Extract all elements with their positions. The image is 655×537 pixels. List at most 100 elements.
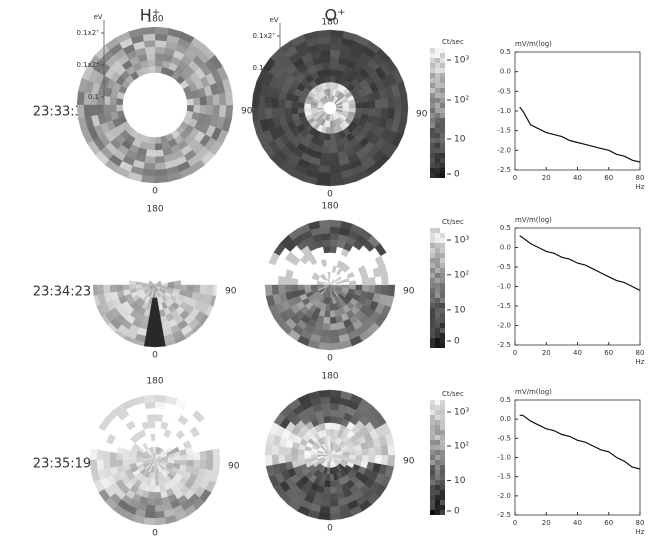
colorbar-cell	[430, 425, 435, 430]
pixel-cell	[144, 155, 156, 164]
colorbar-cell	[430, 338, 435, 343]
pixel-cell	[154, 335, 166, 344]
pixel-cell	[154, 59, 164, 67]
colorbar-unit: Ct/sec	[442, 390, 464, 398]
pixel-cell	[98, 417, 111, 431]
pixel-cell	[320, 499, 331, 508]
colorbar-cell	[435, 153, 440, 158]
colorbar-cell	[430, 148, 435, 153]
polar-label: 0	[327, 354, 333, 364]
y-tick-label: -0.5	[497, 434, 511, 442]
pixel-cell	[264, 107, 273, 120]
pixel-cell	[329, 323, 339, 331]
colorbar-cell	[430, 278, 435, 283]
x-tick-label: 40	[573, 519, 582, 527]
colorbar-label: 10³	[454, 236, 469, 246]
colorbar-cell	[440, 268, 445, 273]
spectrum-line	[519, 235, 641, 291]
pixel-cell	[141, 282, 149, 286]
pixel-cell	[175, 429, 186, 440]
colorbar-cell	[435, 328, 440, 333]
pixel-cell	[374, 98, 383, 109]
colorbar-cell	[440, 323, 445, 328]
pixel-cell	[199, 104, 208, 115]
colorbar-cell	[440, 333, 445, 338]
pixel-cell	[193, 451, 201, 461]
colorbar-cell	[430, 490, 435, 495]
energy-unit: eV	[269, 16, 278, 24]
colorbar-cell	[440, 293, 445, 298]
pixel-cell	[154, 414, 164, 422]
colorbar-cell	[440, 128, 445, 133]
pixel-cell	[251, 107, 260, 122]
pixel-cell	[199, 450, 208, 461]
pixel-cell	[374, 454, 383, 465]
colorbar-cell	[440, 108, 445, 113]
colorbar-cell	[435, 63, 440, 68]
colorbar-cell	[430, 163, 435, 168]
colorbar-cell	[440, 283, 445, 288]
colorbar-cell	[430, 303, 435, 308]
colorbar-cell	[440, 233, 445, 238]
pixel-cell	[318, 342, 331, 351]
pixel-cell	[154, 155, 166, 164]
plot-frame	[514, 399, 641, 516]
pixel-cell	[154, 46, 166, 55]
colorbar-cell	[430, 143, 435, 148]
x-axis-label: Hz	[636, 358, 645, 366]
colorbar-cell	[440, 303, 445, 308]
colorbar-cell	[435, 98, 440, 103]
colorbar-cell	[430, 268, 435, 273]
pixel-cell	[96, 459, 105, 471]
pixel-cell	[329, 329, 340, 338]
pixel-cell	[264, 443, 273, 456]
pixel-cell	[154, 143, 164, 151]
colorbar-cell	[430, 58, 435, 63]
pixel-cell	[154, 342, 167, 348]
colorbar-cell	[435, 143, 440, 148]
pixel-cell	[284, 269, 294, 279]
colorbar-cell	[430, 153, 435, 158]
pixel-cell	[143, 394, 156, 403]
colorbar-cell	[440, 148, 445, 153]
colorbar-cell	[430, 500, 435, 505]
colorbar-cell	[435, 93, 440, 98]
pixel-cell	[284, 99, 292, 109]
pixel-cell	[380, 107, 389, 119]
pixel-cell	[154, 52, 165, 61]
pixel-cell	[154, 39, 167, 48]
colorbar-cell	[435, 158, 440, 163]
pixel-cell	[143, 517, 156, 526]
pixel-cell	[271, 284, 280, 296]
pixel-cell	[167, 281, 175, 286]
colorbar-cell	[430, 318, 435, 323]
pixel-cell	[329, 226, 341, 235]
colorbar-cell	[430, 420, 435, 425]
x-tick-label: 40	[573, 174, 582, 182]
pixel-cell	[284, 454, 292, 464]
pixel-cell	[319, 396, 331, 405]
pixel-cell	[329, 232, 340, 241]
polar-label: 90	[416, 110, 428, 120]
colorbar-cell	[430, 168, 435, 173]
pixel-cell	[212, 448, 221, 461]
colorbar-cell	[435, 263, 440, 268]
pixel-cell	[329, 219, 342, 228]
colorbar-cell	[440, 133, 445, 138]
energy-label: 0.1	[88, 93, 99, 101]
colorbar-cell	[440, 278, 445, 283]
pixel-cell	[192, 409, 206, 423]
pixel-cell	[277, 107, 286, 118]
colorbar-cell	[440, 405, 445, 410]
colorbar-cell	[435, 450, 440, 455]
colorbar-unit: Ct/sec	[442, 38, 464, 46]
colorbar-cell	[430, 158, 435, 163]
pixel-cell	[76, 91, 85, 106]
pixel-cell	[277, 454, 286, 465]
pixel-cell	[142, 442, 149, 451]
pixel-cell	[163, 429, 172, 438]
pixel-cell	[387, 107, 396, 120]
colorbar-cell	[440, 338, 445, 343]
pixel-cell	[321, 409, 331, 417]
polar-label: 180	[321, 202, 338, 212]
